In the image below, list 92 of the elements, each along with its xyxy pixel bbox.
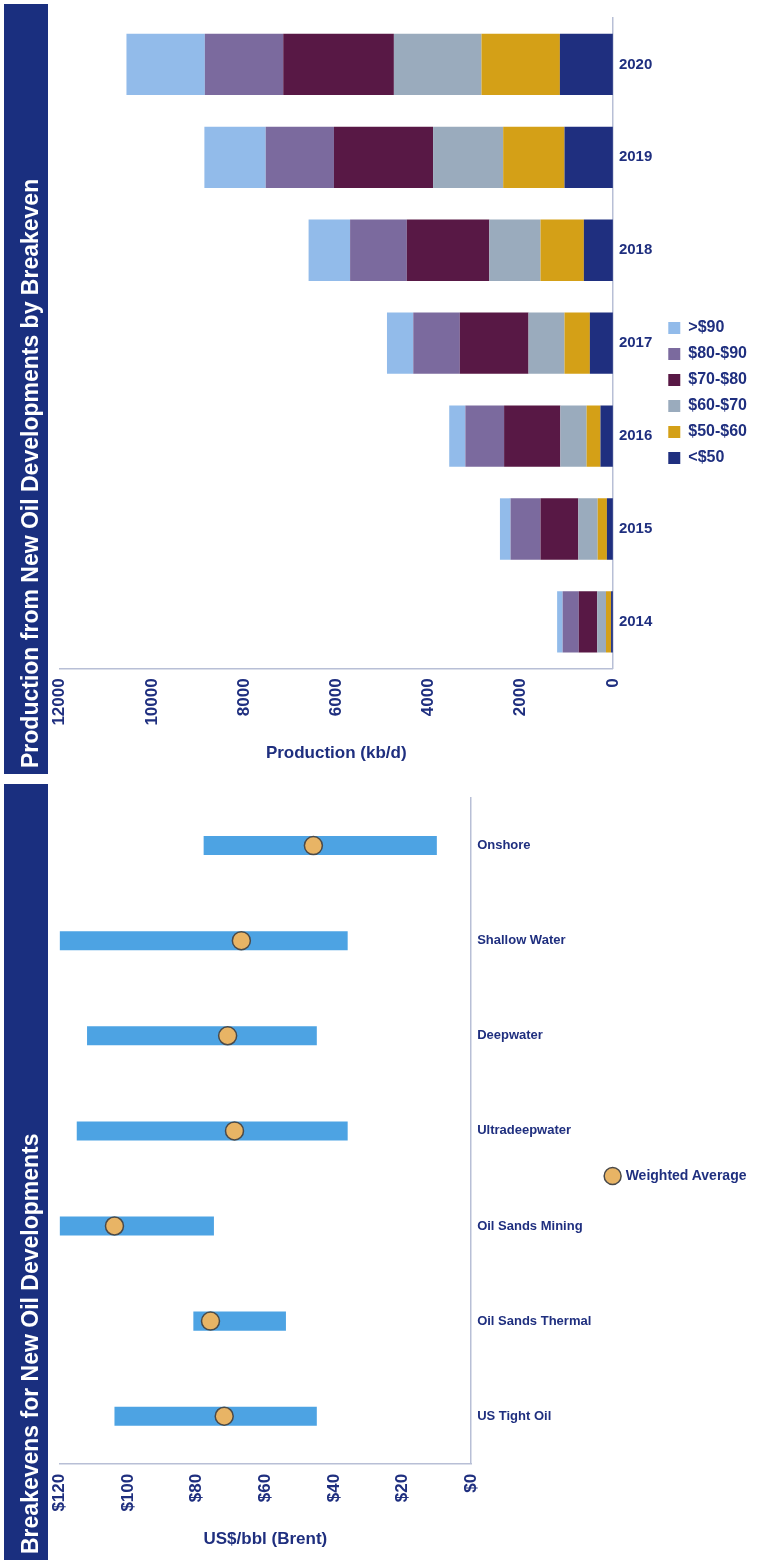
bar bbox=[481, 33, 560, 96]
y-tick-label: 2014 bbox=[618, 612, 653, 630]
y-tick-label: Onshore bbox=[477, 837, 531, 853]
bar bbox=[560, 405, 587, 467]
bar bbox=[489, 219, 541, 281]
bar bbox=[265, 126, 334, 189]
bar bbox=[559, 33, 613, 96]
point bbox=[214, 1406, 234, 1426]
x-tick-label: 2000 bbox=[510, 678, 530, 717]
y-tick-label: Shallow Water bbox=[477, 932, 566, 948]
bar bbox=[87, 1026, 317, 1046]
point bbox=[224, 1121, 245, 1141]
bar bbox=[204, 33, 284, 96]
legend-label: $80-$90 bbox=[688, 344, 748, 362]
bar bbox=[600, 405, 613, 467]
text: Breakevens for New Oil Developments bbox=[17, 1133, 44, 1554]
x-tick-label: 6000 bbox=[325, 678, 345, 717]
bar bbox=[564, 126, 613, 189]
bar bbox=[203, 836, 437, 856]
y-tick-label: 2018 bbox=[618, 240, 653, 258]
legend-label: $50-$60 bbox=[688, 422, 748, 440]
bar bbox=[393, 33, 482, 96]
x-axis-title: Production (kb/d) bbox=[265, 743, 407, 763]
bar bbox=[606, 591, 612, 653]
bar bbox=[499, 498, 511, 560]
bar bbox=[465, 405, 505, 467]
y-tick-label: Ultradeepwater bbox=[477, 1122, 572, 1138]
x-tick-label: $40 bbox=[323, 1473, 343, 1503]
x-tick-label: $20 bbox=[392, 1473, 412, 1503]
bar bbox=[583, 219, 613, 281]
x-tick-label: 0 bbox=[602, 678, 622, 688]
bar bbox=[449, 405, 466, 467]
bar bbox=[204, 126, 266, 189]
x-axis-title: US$/bbl (Brent) bbox=[203, 1529, 328, 1549]
y-tick-label: 2020 bbox=[618, 54, 653, 72]
y-tick-label: Deepwater bbox=[477, 1027, 543, 1043]
bar bbox=[406, 219, 490, 281]
y-tick-label: 2019 bbox=[618, 147, 653, 165]
x-tick-label: 10000 bbox=[141, 678, 161, 726]
x-tick-label: $60 bbox=[255, 1473, 275, 1503]
y-tick-label: Oil Sands Thermal bbox=[477, 1312, 592, 1328]
y-tick-label: 2017 bbox=[618, 333, 653, 351]
x-tick-label: 4000 bbox=[418, 678, 438, 717]
bar bbox=[433, 126, 504, 189]
bar bbox=[413, 312, 460, 374]
point bbox=[217, 1026, 238, 1046]
bar bbox=[597, 591, 606, 653]
point bbox=[303, 835, 324, 856]
bar bbox=[578, 591, 598, 653]
x-tick-label: 12000 bbox=[49, 678, 69, 726]
x-tick-label: 8000 bbox=[233, 678, 253, 717]
bar bbox=[76, 1121, 348, 1141]
bar bbox=[562, 591, 579, 653]
bar bbox=[126, 33, 205, 96]
bar bbox=[597, 498, 607, 560]
bar bbox=[350, 219, 407, 281]
legend-label: <$50 bbox=[688, 448, 725, 466]
legend-label: Weighted Average bbox=[625, 1166, 747, 1183]
legend-label: >$90 bbox=[688, 318, 725, 336]
bar bbox=[386, 312, 414, 374]
bar bbox=[308, 219, 351, 281]
legend-label: $60-$70 bbox=[688, 396, 748, 414]
bar bbox=[59, 931, 348, 951]
x-tick-label: $0 bbox=[460, 1473, 480, 1493]
bar bbox=[578, 498, 598, 560]
bar bbox=[540, 219, 584, 281]
bar bbox=[283, 33, 394, 96]
y-tick-label: Oil Sands Mining bbox=[477, 1217, 583, 1233]
bar bbox=[333, 126, 434, 189]
y-tick-label: 2016 bbox=[618, 426, 653, 444]
bar bbox=[528, 312, 565, 374]
bar bbox=[459, 312, 529, 374]
text: Production from New Oil Developments by Breakeven bbox=[17, 178, 44, 768]
bar bbox=[589, 312, 613, 374]
point bbox=[231, 930, 252, 951]
legend-label: $70-$80 bbox=[688, 370, 748, 388]
x-tick-label: $120 bbox=[49, 1473, 69, 1512]
y-tick-label: 2015 bbox=[618, 519, 653, 537]
x-tick-label: $80 bbox=[186, 1473, 206, 1503]
point bbox=[104, 1216, 125, 1236]
bar bbox=[503, 126, 565, 189]
bar bbox=[510, 498, 541, 560]
bar bbox=[59, 1216, 214, 1236]
point bbox=[200, 1311, 221, 1331]
bar bbox=[540, 498, 579, 560]
x-tick-label: $100 bbox=[117, 1473, 137, 1512]
y-tick-label: US Tight Oil bbox=[477, 1407, 552, 1423]
bar bbox=[564, 312, 590, 374]
bar bbox=[114, 1406, 317, 1426]
bar bbox=[586, 405, 601, 467]
bar bbox=[557, 591, 563, 653]
bar bbox=[504, 405, 561, 467]
